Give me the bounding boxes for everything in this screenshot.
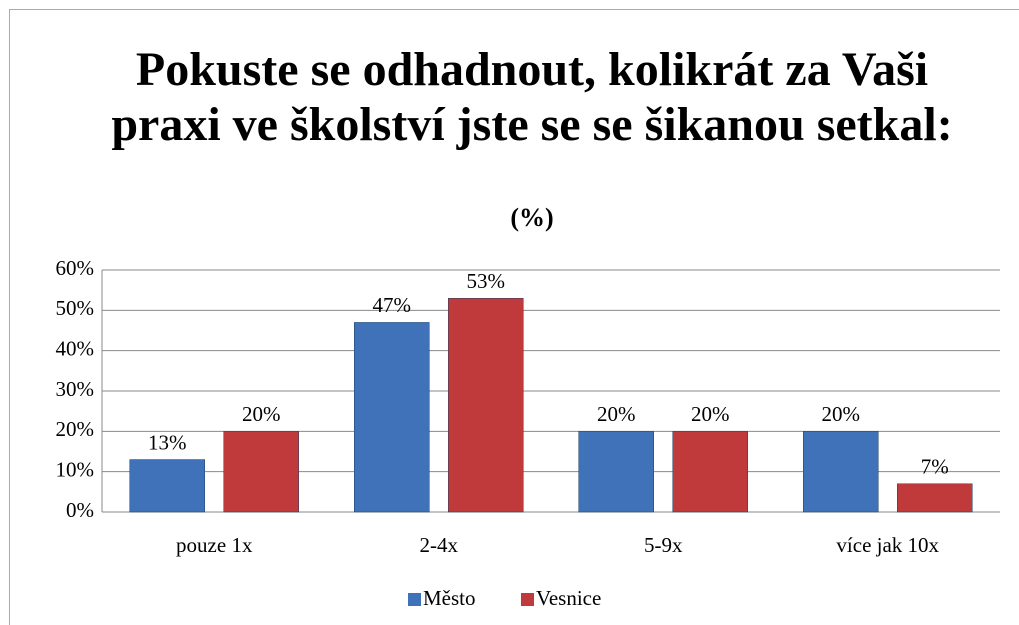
y-tick-label: 0% [66, 498, 94, 522]
y-tick-label: 20% [56, 417, 95, 441]
value-label: 20% [691, 402, 730, 426]
legend-swatch [521, 593, 534, 606]
x-tick-label: pouze 1x [176, 533, 253, 557]
x-tick-label: 5-9x [644, 533, 683, 557]
y-tick-label: 60% [56, 256, 95, 280]
bar [223, 431, 299, 513]
bar [129, 459, 205, 513]
bar [803, 431, 879, 513]
bar [897, 483, 973, 513]
value-label: 20% [822, 402, 861, 426]
chart-title: Pokuste se odhadnout, kolikrát za Vaši p… [111, 43, 953, 151]
y-tick-label: 30% [56, 377, 95, 401]
y-tick-label: 10% [56, 457, 95, 481]
chart-frame [9, 9, 1019, 625]
legend-label: Vesnice [536, 586, 601, 610]
x-tick-label: více jak 10x [836, 533, 939, 557]
y-tick-label: 50% [56, 296, 95, 320]
chart-subtitle: (%) [510, 203, 554, 232]
x-tick-label: 2-4x [420, 533, 459, 557]
legend-label: Město [423, 586, 476, 610]
value-label: 20% [242, 402, 281, 426]
legend-swatch [408, 593, 421, 606]
bar [448, 297, 524, 513]
bar [672, 431, 748, 513]
value-label: 20% [597, 402, 636, 426]
bar [578, 431, 654, 513]
bar [354, 322, 430, 513]
y-tick-label: 40% [56, 336, 95, 360]
value-label: 47% [373, 293, 412, 317]
value-label: 53% [467, 269, 506, 293]
value-label: 7% [921, 455, 949, 479]
value-label: 13% [148, 430, 187, 454]
